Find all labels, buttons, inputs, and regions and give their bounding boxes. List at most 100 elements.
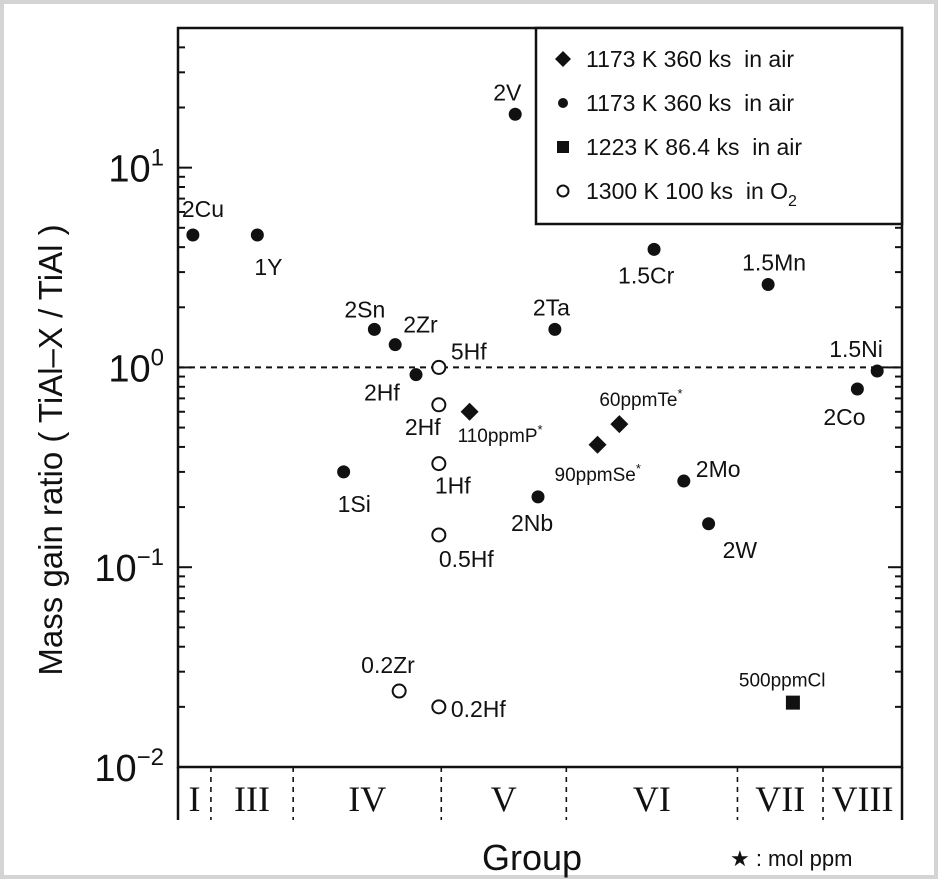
point-2V-label: 2V [493,79,522,105]
legend-entry-1: 1173 K 360 ks in air [586,90,794,116]
point-0_2Zr-label: 0.2Zr [361,652,415,678]
group-label-I: I [188,779,200,819]
point-2Cu-marker [186,228,200,242]
group-label-VII: VII [755,779,805,819]
point-2Mo-label-text: 2Mo [696,456,741,482]
point-1Hf-label: 1Hf [435,473,471,499]
point-2Co-label: 2Co [823,404,865,430]
point-90ppmSe-label-star: * [636,461,641,476]
point-500ppmCl-label: 500ppmCl [739,671,826,692]
point-110ppmP-label-text: 110ppmP [458,426,538,447]
point-2Ta-label-text: 2Ta [533,294,570,320]
group-dividers: I III IV V VI VII VIII [188,767,893,820]
point-2Sn-label: 2Sn [344,296,385,322]
point-60ppmTe-label: 60ppmTe* [599,386,682,411]
legend-entry-3: 1300 K 100 ks in O2 [586,178,797,210]
point-1Y-label: 1Y [254,254,282,280]
point-2W-label-text: 2W [723,537,758,563]
point-2Zr-marker [388,338,402,352]
y-tick-label: 100 [108,344,164,390]
point-2Zr-label: 2Zr [403,312,438,338]
point-1_5Ni-marker [870,364,884,378]
point-2Nb-label: 2Nb [511,510,553,536]
y-axis-label: Mass gain ratio ( TiAl–X / TiAl ) [32,224,69,675]
legend-marker-square [557,141,569,153]
point-60ppmTe-label-star: * [678,386,683,401]
point-1_5Cr-label-text: 1.5Cr [618,262,675,288]
y-tick-exponent: 1 [151,145,164,172]
group-label-VIII: VIII [832,779,894,819]
point-1_5Cr-label: 1.5Cr [618,262,675,288]
point-2Co-label-text: 2Co [823,404,865,430]
point-2Co-marker [850,382,864,396]
point-1Y-label-text: 1Y [254,254,282,280]
point-2Mo-marker [677,474,691,488]
point-2Sn-marker [367,322,381,336]
point-1Hf-label-text: 1Hf [435,473,471,499]
legend-entry-text: 1173 K 360 ks in air [586,46,794,72]
point-0_5Hf-label: 0.5Hf [439,546,495,572]
point-2Hf-marker [431,397,447,413]
group-label-IV: IV [348,779,386,819]
point-90ppmSe-label-text: 90ppmSe [555,465,636,486]
point-1Hf-marker [431,456,447,472]
point-60ppmTe-label-text: 60ppmTe [599,390,677,411]
group-label-V: V [491,779,517,819]
point-2W-label: 2W [723,537,758,563]
point-2Hf-label-text: 2Hf [405,414,441,440]
point-2Hf-label: 2Hf [405,414,441,440]
point-0_5Hf-label-text: 0.5Hf [439,546,495,572]
y-tick-exponent: −1 [137,544,164,571]
point-110ppmP-label-star: * [538,422,543,437]
point-0_2Zr-label-text: 0.2Zr [361,652,415,678]
point-2V-label-text: 2V [493,79,522,105]
point-2Mo-label: 2Mo [696,456,741,482]
point-2Hf-marker [409,368,423,382]
point-500ppmCl-label-text: 500ppmCl [739,671,826,692]
x-axis-label: Group [482,837,582,878]
legend-box [534,26,904,226]
point-5Hf-label-text: 5Hf [451,338,487,364]
point-1Si-label: 1Si [338,491,371,517]
y-tick-base: 10 [108,348,150,390]
point-1_5Ni-label-text: 1.5Ni [829,336,883,362]
group-label-VI: VI [633,779,671,819]
point-2Nb-marker [531,490,545,504]
legend-entry-text: 1223 K 86.4 ks in air [586,134,802,160]
legend-marker-diamond [555,51,571,67]
point-1_5Cr-marker [647,242,661,256]
y-tick-base: 10 [94,548,136,590]
legend-entry-text: 1300 K 100 ks in O [586,178,788,204]
data-points [186,107,884,715]
point-2Ta-label: 2Ta [533,294,570,320]
y-tick-label: 10−1 [94,544,164,590]
point-1_5Mn-marker [761,278,775,292]
point-0_2Hf-marker [431,699,447,715]
group-label-III: III [234,779,270,819]
point-1_5Mn-label-text: 1.5Mn [742,250,806,276]
y-tick-base: 10 [94,748,136,790]
point-2Sn-label-text: 2Sn [344,296,385,322]
point-90ppmSe-label: 90ppmSe* [555,461,641,486]
footnote: ★ : mol ppm [730,846,852,871]
point-2Nb-label-text: 2Nb [511,510,553,536]
point-5Hf-marker [431,359,447,375]
y-tick-label: 10−2 [94,744,164,790]
point-0_5Hf-marker [431,527,447,543]
point-1_5Ni-label: 1.5Ni [829,336,883,362]
point-2V-marker [508,107,522,121]
y-tick-label: 101 [108,145,164,191]
point-0_2Hf-label-text: 0.2Hf [451,696,507,722]
legend-entry-subscript: 2 [788,193,797,210]
point-1_5Mn-label: 1.5Mn [742,250,806,276]
point-60ppmTe-marker [610,415,629,434]
point-500ppmCl-marker [785,695,800,710]
point-1Si-marker [337,465,351,479]
legend: 1173 K 360 ks in air 1173 K 360 ks in air… [534,26,904,226]
point-labels: 2Cu 1Y 2Sn 2Zr 2Hf 1Si 2V 2Ta 2Nb 1.5Cr 2Mo 2W 1.5Mn… [182,79,883,722]
legend-marker-circle [558,98,568,108]
point-2Ta-marker [548,322,562,336]
point-0_2Hf-label: 0.2Hf [451,696,507,722]
legend-entry-text: 1173 K 360 ks in air [586,90,794,116]
point-2Zr-label-text: 2Zr [403,312,438,338]
